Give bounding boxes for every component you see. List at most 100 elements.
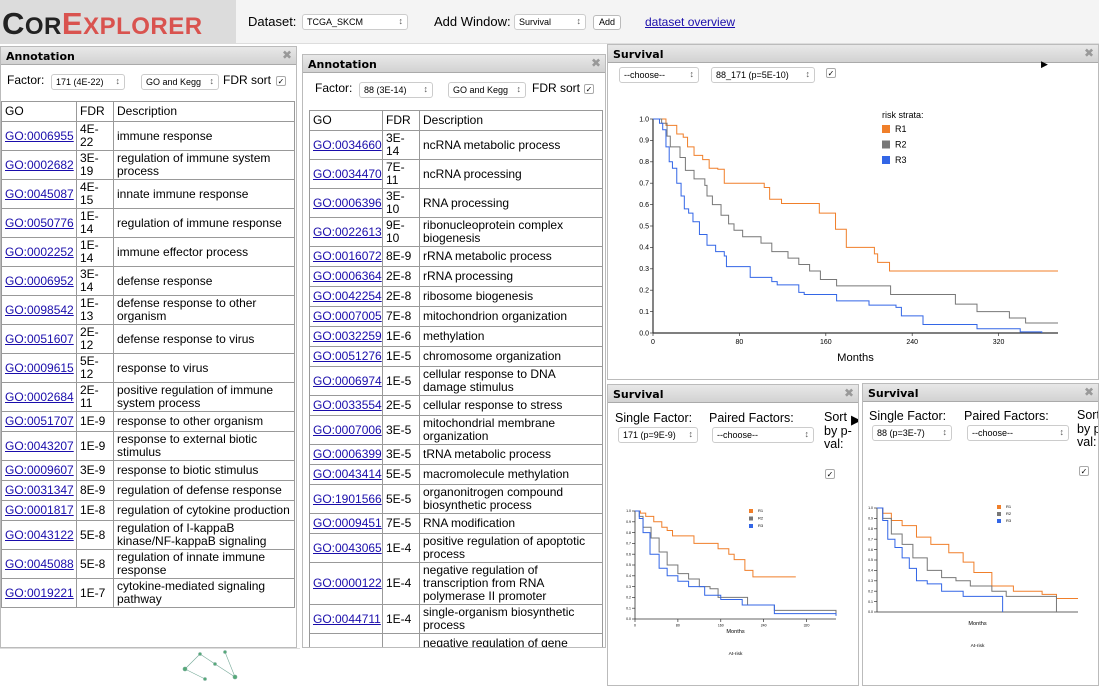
survival-chart: 0.0 0.1 0.2 0.3 0.4 0.5 0.6 0.7 0.8 0.9 1.0 Months A… [868, 504, 1078, 649]
y-tick-label: 0.7 [626, 542, 631, 546]
expand-arrow-icon[interactable]: ▶ [1041, 59, 1048, 69]
source-select[interactable]: GO and Kegg [448, 82, 526, 98]
go-term-link[interactable]: GO:0007006 [313, 422, 382, 437]
go-term-link[interactable]: GO:0016072 [313, 249, 382, 263]
go-term-link[interactable]: GO:0009451 [313, 516, 382, 530]
go-term-link[interactable]: GO:0043065 [313, 540, 382, 555]
go-term-link[interactable]: GO:0044711 [313, 611, 381, 626]
go-term-link[interactable]: GO:0051276 [313, 349, 382, 363]
go-term-link[interactable]: GO:0006399 [313, 447, 382, 461]
close-icon[interactable]: ✖ [590, 56, 601, 70]
panel-title-bar[interactable]: Annotation ✖ [1, 47, 296, 65]
y-tick-label: 0.1 [868, 600, 873, 604]
cell-fdr: 1E-9 [76, 411, 114, 432]
y-tick-label: 0.0 [626, 617, 631, 621]
add-window-select[interactable]: Survival [514, 14, 586, 30]
survival-chart: 0.0 0.1 0.2 0.3 0.4 0.5 0.6 0.7 0.8 0.9 1.0 0 80 160 2… [639, 110, 1058, 364]
go-term-link[interactable]: GO:0007005 [313, 309, 382, 323]
table-row: GO:1901566 5E-5 organonitrogen compound bi… [309, 484, 603, 514]
y-tick-label: 0.0 [868, 610, 873, 614]
dataset-overview-link[interactable]: dataset overview [645, 15, 736, 29]
go-term-link[interactable]: GO:0031347 [5, 483, 74, 497]
cell-fdr: 2E-5 [382, 395, 420, 416]
go-term-link[interactable]: GO:0034660 [313, 137, 382, 152]
add-button[interactable]: Add [593, 15, 622, 30]
cell-description: ribonucleoprotein complex biogenesis [419, 217, 603, 247]
survival-panel-main: Survival✖ --choose-- 88_171 (p=5E-10) ✓ … [607, 44, 1099, 380]
go-term-link[interactable]: GO:0051607 [5, 331, 74, 346]
go-term-link[interactable]: GO:0009615 [5, 360, 74, 375]
go-term-link[interactable]: GO:0032259 [313, 329, 382, 343]
go-term-link[interactable]: GO:0009607 [5, 463, 74, 477]
factor-select[interactable]: 171 (4E-22) [51, 74, 125, 90]
table-row: GO:0019221 1E-7 cytokine-mediated signalin… [1, 578, 295, 608]
go-term-link[interactable]: GO:0042254 [313, 289, 382, 303]
go-term-link[interactable]: GO:0002252 [5, 244, 74, 259]
go-term-link[interactable]: GO:0045088 [5, 556, 74, 571]
go-term-link[interactable]: GO:0006952 [5, 273, 74, 288]
sort-checkbox[interactable]: ✓ [826, 68, 836, 78]
go-term-link[interactable]: GO:0043122 [5, 527, 74, 542]
cell-go: GO:0043414 [309, 464, 383, 485]
column-header-fdr: FDR [76, 101, 114, 122]
single-factor-select[interactable]: 171 (p=9E-9) [618, 427, 698, 443]
y-tick-label: 0.6 [868, 548, 873, 552]
single-factor-select[interactable]: --choose-- [619, 67, 699, 83]
sort-checkbox[interactable]: ✓ [825, 469, 835, 479]
legend-label: R3 [895, 155, 907, 165]
fdr-sort-checkbox[interactable]: ✓ [276, 76, 286, 86]
paired-factors-select[interactable]: --choose-- [967, 425, 1069, 441]
go-term-link[interactable]: GO:0034470 [313, 166, 382, 181]
paired-factors-select[interactable]: --choose-- [712, 427, 814, 443]
panel-title-bar[interactable]: Survival ✖ [863, 384, 1098, 402]
close-icon[interactable]: ✖ [281, 48, 292, 62]
paired-factors-select[interactable]: 88_171 (p=5E-10) [711, 67, 815, 83]
go-term-link[interactable]: GO:0001817 [5, 503, 74, 517]
table-row: GO:0050776 1E-14 regulation of immune resp… [1, 208, 295, 238]
expand-arrow-icon[interactable]: ▶ [851, 412, 858, 428]
cell-fdr: 1E-4 [382, 533, 420, 563]
go-table: GO FDR Description GO:0034660 3E-14 ncRNA me… [309, 110, 603, 647]
panel-title-bar[interactable]: Annotation ✖ [303, 55, 605, 73]
go-term-link[interactable]: GO:0006396 [313, 195, 382, 210]
go-term-link[interactable]: GO:0043414 [313, 467, 382, 481]
go-term-link[interactable]: GO:0002682 [5, 157, 74, 172]
table-row: GO:0006364 2E-8 rRNA processing [309, 266, 603, 287]
go-term-link[interactable]: GO:0006364 [313, 269, 382, 283]
cell-go: GO:1901566 [309, 484, 383, 514]
single-factor-select[interactable]: 88 (p=3E-7) [872, 425, 952, 441]
table-row: GO:0045087 4E-15 innate immune response [1, 179, 295, 209]
go-term-link[interactable]: GO:0006955 [5, 128, 74, 143]
network-graph-thumbnail[interactable] [0, 649, 300, 687]
panel-title-bar[interactable]: Survival ✖ [608, 385, 858, 403]
close-icon[interactable]: ✖ [1083, 385, 1094, 399]
cell-go: GO:0016072 [309, 246, 383, 267]
go-term-link[interactable]: GO:0050776 [5, 215, 74, 230]
go-term-link[interactable]: GO:1901566 [313, 491, 382, 506]
go-term-link[interactable]: GO:0022613 [313, 224, 382, 239]
go-term-link[interactable]: GO:0033554 [313, 398, 382, 412]
go-term-link[interactable]: GO:0051707 [5, 414, 74, 428]
fdr-sort-checkbox[interactable]: ✓ [584, 84, 594, 94]
go-term-link[interactable]: GO:0045087 [5, 186, 74, 201]
factor-select[interactable]: 88 (3E-14) [359, 82, 433, 98]
cell-go: GO:0006974 [309, 366, 383, 396]
source-select[interactable]: GO and Kegg [141, 74, 219, 90]
go-term-link[interactable]: GO:0002684 [5, 389, 74, 404]
dataset-select[interactable]: TCGA_SKCM [302, 14, 408, 30]
cell-fdr: 1E-9 [76, 431, 114, 461]
close-icon[interactable]: ✖ [1083, 46, 1094, 60]
go-term-link[interactable]: GO:0098542 [5, 302, 74, 317]
go-term-link[interactable]: GO:0043207 [5, 438, 74, 453]
go-term-link[interactable]: GO:0006974 [313, 373, 382, 388]
cell-description: positive regulation of immune system pro… [113, 382, 295, 412]
panel-title-bar[interactable]: Survival ✖ [608, 45, 1098, 63]
cell-go: GO:0006952 [1, 266, 77, 296]
cell-fdr: 1E-8 [76, 500, 114, 521]
sort-checkbox[interactable]: ✓ [1079, 466, 1089, 476]
go-term-link[interactable]: GO:0000122 [313, 576, 382, 590]
paired-factors-label: Paired Factors: [964, 409, 1049, 423]
close-icon[interactable]: ✖ [843, 386, 854, 400]
y-tick-label: 1.0 [639, 116, 649, 123]
go-term-link[interactable]: GO:0019221 [5, 585, 74, 600]
